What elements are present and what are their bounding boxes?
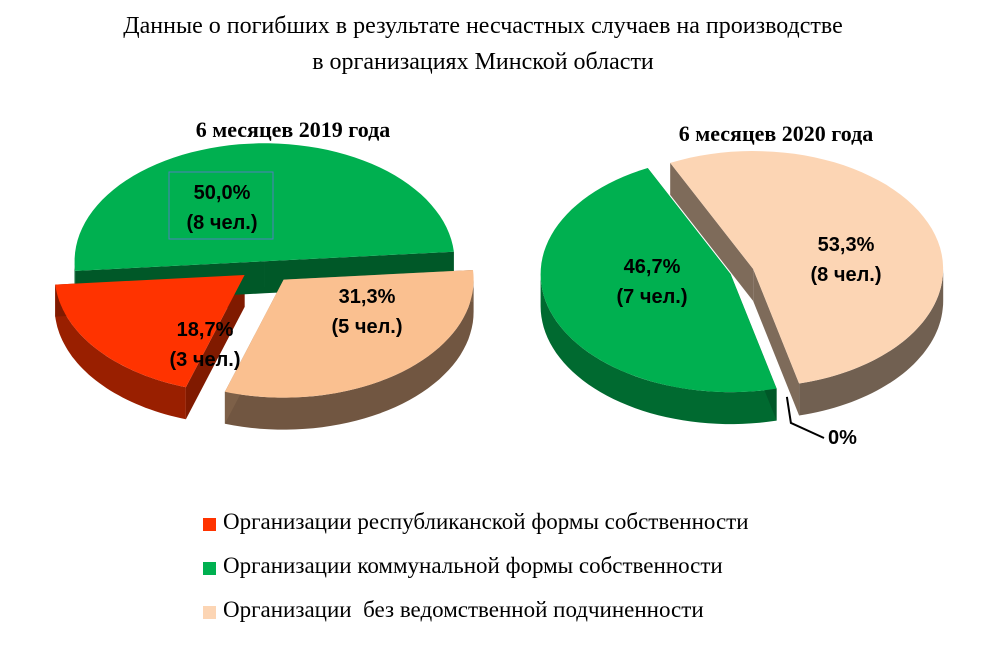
legend-label-communal: Организации коммунальной формы собственн…	[223, 553, 723, 578]
chart-title: Данные о погибших в результате несчастны…	[0, 8, 966, 80]
pie-2020-cut-independent-0	[670, 162, 754, 302]
chart-title-line-2: в организациях Минской области	[312, 49, 654, 75]
pie-2020-title: 6 месяцев 2020 года	[679, 121, 873, 146]
pie-charts: 6 месяцев 2019 года 6 месяцев 2020 года …	[55, 117, 944, 449]
pie-2019-title: 6 месяцев 2019 года	[196, 117, 390, 142]
pie-2019-count-communal: (8 чел.)	[187, 212, 258, 234]
pie-2020-wall-independent	[799, 269, 944, 416]
pie-2020-percent-independent: 53,3%	[818, 234, 875, 256]
pie-2019-count-republican: (3 чел.)	[170, 349, 241, 371]
pie-2020-cut-independent-1	[753, 269, 800, 416]
legend-item-independent: Организации без ведомственной подчиненно…	[203, 588, 749, 632]
pie-2020: 46,7% (7 чел.) 53,3% (8 чел.) 0%	[540, 151, 944, 449]
pie-2020-count-independent: (8 чел.)	[811, 264, 882, 286]
chart-title-line-1: Данные о погибших в результате несчастны…	[123, 13, 843, 39]
pie-2020-percent-republican: 0%	[828, 427, 857, 449]
pie-2019-percent-republican: 18,7%	[177, 319, 234, 341]
legend-swatch-republican	[203, 517, 216, 531]
legend-swatch-communal	[203, 561, 216, 575]
pie-2020-percent-communal: 46,7%	[624, 256, 681, 278]
pie-2019-wall-independent	[224, 279, 474, 430]
pie-2019-slice-communal	[74, 143, 454, 271]
pie-2020-leader-line	[785, 396, 825, 439]
pie-2019: 18,7% (3 чел.) 50,0% (8 чел.) 31,3% (5 чел.)	[55, 143, 474, 430]
pie-2019-slice-independent	[224, 270, 474, 398]
legend-label-independent: Организации без ведомственной подчиненно…	[223, 597, 704, 622]
pie-2020-slice-independent	[670, 151, 944, 384]
pie-2019-label-box	[168, 171, 274, 240]
legend-swatch-independent	[203, 605, 216, 619]
pie-2019-percent-independent: 31,3%	[339, 286, 396, 308]
pie-2020-slice-communal	[540, 168, 777, 393]
legend-item-communal: Организации коммунальной формы собственн…	[203, 544, 749, 588]
pie-2020-wall-communal	[540, 274, 777, 425]
pie-2020-count-communal: (7 чел.)	[617, 286, 688, 308]
pie-2019-wall-republican	[55, 284, 186, 420]
legend: Организации республиканской формы собств…	[203, 500, 749, 632]
pie-2019-count-independent: (5 чел.)	[332, 316, 403, 338]
pie-2019-percent-communal: 50,0%	[194, 182, 251, 204]
pie-2019-slice-republican	[55, 275, 245, 388]
pie-2019-cut-republican-0	[185, 275, 245, 420]
legend-label-republican: Организации республиканской формы собств…	[223, 509, 749, 534]
legend-item-republican: Организации республиканской формы собств…	[203, 500, 749, 544]
